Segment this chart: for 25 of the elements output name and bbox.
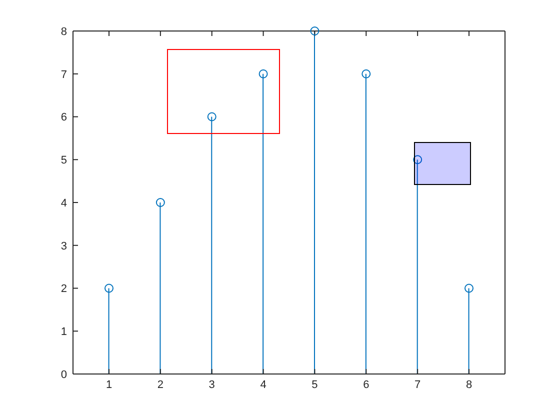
x-tick-label: 8 [466,378,472,391]
point [156,198,165,207]
point [104,284,114,293]
x-tick-label: 2 [157,378,164,391]
point [413,155,422,164]
y-tick-label: 3 [60,240,67,252]
x-tick-label: 3 [208,378,215,391]
point [464,284,474,293]
x-tick-label: 4 [260,378,266,391]
y-tick-label: 2 [60,283,67,296]
y-tick-label: 7 [60,68,67,81]
y-tick-label: 4 [60,197,67,210]
y-tick-label: 5 [60,154,67,167]
x-tick-label: 7 [414,378,421,391]
y-tick-label: 6 [60,112,67,124]
point [310,26,320,36]
y-tick-label: 8 [60,26,67,38]
point [258,69,268,78]
x-tick-label: 6 [363,378,370,391]
point [207,112,216,122]
x-tick-label: 5 [312,378,318,391]
y-tick-label: 1 [60,326,67,338]
x-tick-label: 1 [106,378,112,391]
point [362,69,371,78]
y-tick-label: 0 [60,368,67,381]
